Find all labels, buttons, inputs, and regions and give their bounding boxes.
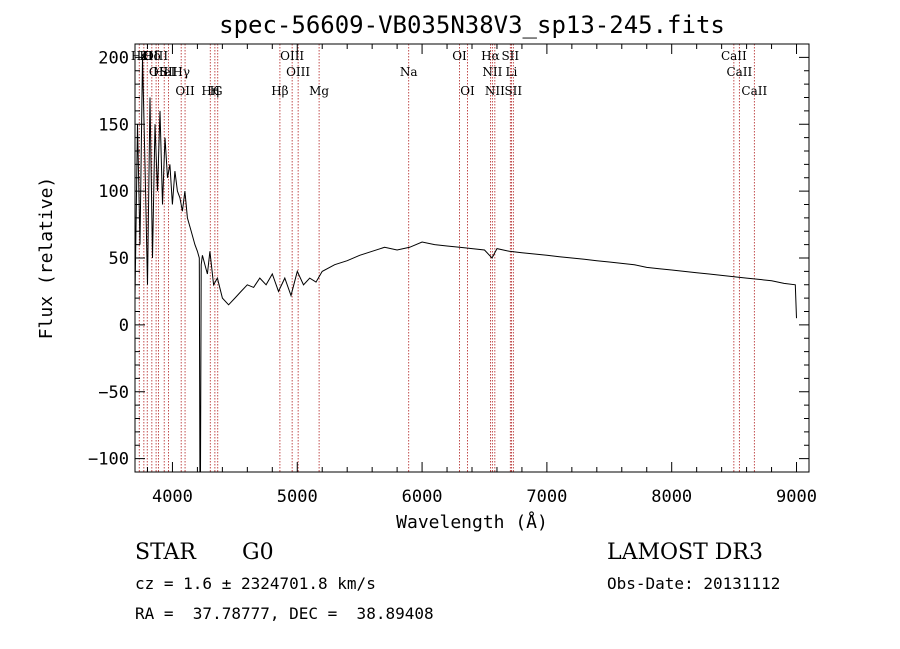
line-label-Hδ: Hδ: [143, 49, 161, 63]
survey-name: LAMOST DR3: [607, 540, 763, 565]
line-label-Hα: Hα: [481, 49, 500, 63]
plot-frame: [134, 43, 810, 473]
line-label-Na: Na: [400, 65, 418, 79]
y-axis-title: Flux (relative): [36, 177, 57, 340]
line-label-G: G: [213, 84, 223, 98]
line-label-NII-b: NII: [485, 84, 505, 98]
y-tick-label: −50: [98, 383, 129, 403]
x-tick-label: 4000: [152, 487, 193, 507]
x-tick-label: 6000: [402, 487, 443, 507]
y-tick-label: −100: [88, 450, 129, 470]
line-label-CaII-b: CaII: [726, 65, 752, 79]
line-label-Mg: Mg: [309, 84, 329, 98]
line-label-OI-a: OI: [452, 49, 467, 63]
line-label-K: K: [139, 49, 149, 63]
line-label-OIII-a: OIII: [144, 49, 168, 63]
x-tick-label: 8000: [651, 487, 692, 507]
line-label-HeI: HeI: [153, 65, 176, 79]
x-tick-label: 5000: [277, 487, 318, 507]
object-subclass: G0: [242, 540, 274, 565]
redshift-velocity: cz = 1.6 ± 2324701.8 km/s: [135, 574, 376, 593]
line-label-CaII-c: CaII: [741, 84, 767, 98]
chart-title: spec-56609-VB035N38V3_sp13-245.fits: [219, 11, 725, 39]
y-tick-label: 200: [98, 48, 129, 68]
line-label-OIII-c: OIII: [286, 65, 310, 79]
y-axis-ticks: −100 −50 0 50 100 150 200: [88, 43, 809, 473]
spectral-line-markers: [138, 44, 755, 472]
observation-date: Obs-Date: 20131112: [607, 574, 781, 593]
spectrum-line: [134, 57, 797, 473]
line-label-Hβ: Hβ: [271, 84, 288, 98]
line-label-Hη: Hη: [201, 84, 219, 98]
line-label-OIII-b: OIII: [280, 49, 304, 63]
line-label-Li: Li: [506, 65, 518, 79]
coordinates: RA = 37.78777, DEC = 38.89408: [135, 604, 434, 623]
line-label-OI-b: OI: [460, 84, 475, 98]
line-label-Hγ: Hγ: [172, 65, 190, 79]
y-tick-label: 100: [98, 182, 129, 202]
line-label-SII-a: SII: [160, 65, 178, 79]
x-axis-title: Wavelength (Å): [396, 511, 548, 533]
line-label-NII-a: NII: [482, 65, 502, 79]
line-label-CaII-a: CaII: [721, 49, 747, 63]
x-tick-label: 7000: [526, 487, 567, 507]
x-tick-label: 9000: [776, 487, 817, 507]
x-axis-ticks: 4000 5000 6000 7000 8000 9000: [146, 44, 817, 507]
line-label-OII-b: OII: [175, 84, 195, 98]
y-tick-label: 150: [98, 115, 129, 135]
line-label-H: H: [142, 49, 152, 63]
line-label-H-b: H: [210, 84, 220, 98]
object-type: STAR: [135, 540, 196, 565]
line-label-OII-a: OII: [149, 65, 169, 79]
y-tick-label: 0: [119, 316, 129, 336]
y-tick-label: 50: [109, 249, 129, 269]
line-label-SII-c: SII: [504, 84, 522, 98]
line-label-SII-b: SII: [501, 49, 519, 63]
